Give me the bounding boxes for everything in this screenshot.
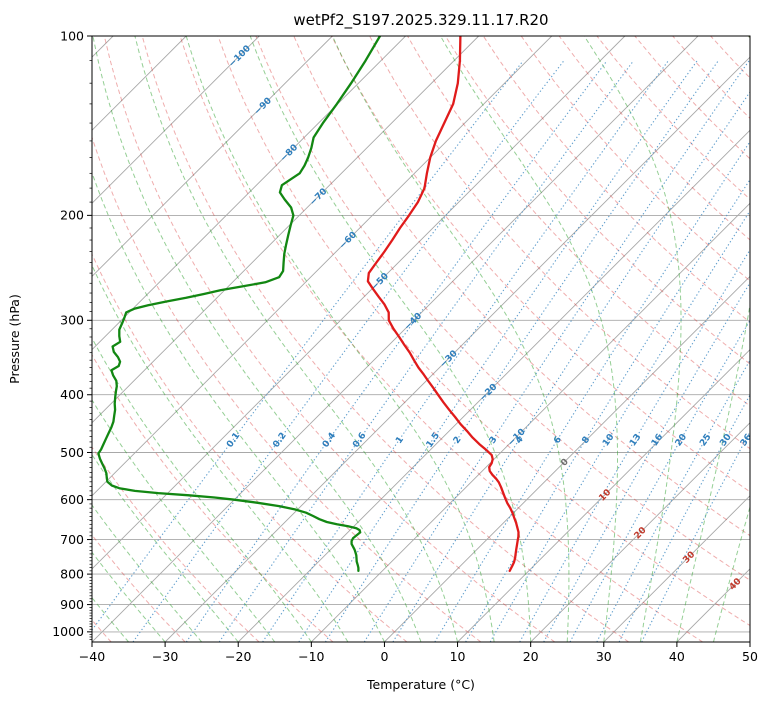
mixing-ratio-label: 0.2: [271, 431, 288, 450]
mixing-ratio-label: 3: [488, 435, 500, 446]
y-tick-label: 800: [60, 566, 84, 581]
x-tick-label: 40: [669, 649, 685, 664]
y-tick-label: 700: [60, 532, 84, 547]
mixing-ratio-label: 0.4: [321, 431, 338, 450]
x-tick-label: −30: [152, 649, 178, 664]
profile-curves: [97, 36, 520, 573]
isotherm-label: 10: [597, 488, 613, 504]
pressure-gridlines: [92, 36, 750, 633]
isotherm-label: 30: [681, 550, 697, 566]
x-tick-label: 20: [523, 649, 539, 664]
temperature-curve: [366, 36, 520, 573]
x-tick-label: −40: [79, 649, 105, 664]
isotherm-label: 0: [559, 457, 571, 469]
x-tick-label: 10: [450, 649, 466, 664]
y-tick-label: 900: [60, 597, 84, 612]
x-tick-label: 50: [742, 649, 758, 664]
mixing-ratio-label: 1: [394, 435, 406, 446]
mixing-ratio-label: 4: [514, 435, 526, 446]
isotherm-label: 40: [728, 577, 744, 593]
isotherm-label: −100: [227, 44, 253, 70]
y-tick-label: 400: [60, 387, 84, 402]
x-axis-label: Temperature (°C): [366, 677, 475, 692]
mixing-ratio-label: 16: [650, 432, 665, 448]
y-tick-label: 600: [60, 492, 84, 507]
mixing-ratio-label: 0.1: [225, 431, 242, 450]
y-tick-label: 1000: [52, 624, 84, 639]
x-tick-label: 0: [380, 649, 388, 664]
mixing-ratio-label: 10: [601, 432, 616, 448]
x-tick-label: −20: [225, 649, 251, 664]
plot-border: [91, 35, 751, 643]
mixing-ratio-lines: [92, 60, 750, 642]
y-tick-label: 500: [60, 445, 84, 460]
chart-title: wetPf2_S197.2025.329.11.17.R20: [293, 11, 548, 30]
mixing-ratio-label: 0.6: [351, 431, 368, 450]
dry-adiabat-lines: [92, 36, 750, 642]
isotherm-label: −30: [438, 349, 459, 370]
mixing-ratio-label: 8: [581, 435, 593, 446]
x-tick-label: −10: [298, 649, 324, 664]
y-tick-label: 300: [60, 313, 84, 328]
x-tick-label: 30: [596, 649, 612, 664]
isotherm-label: −80: [279, 143, 300, 164]
mixing-ratio-label: 36: [739, 432, 754, 448]
plot-area: −100−90−80−70−60−50−40−30−20−10010203040…: [92, 36, 754, 642]
mixing-ratio-label: 13: [628, 432, 643, 448]
isotherm-label: −20: [478, 382, 499, 403]
isotherm-label: 20: [633, 526, 649, 542]
y-tick-label: 200: [60, 208, 84, 223]
y-axis-label: Pressure (hPa): [7, 294, 22, 384]
mixing-ratio-label: 1.5: [425, 431, 442, 450]
isotherm-label: −40: [403, 311, 424, 332]
mixing-ratio-label: 6: [552, 435, 564, 446]
mixing-ratio-label: 2: [452, 435, 464, 446]
y-tick-label: 100: [60, 28, 84, 43]
isotherm-label: −60: [338, 230, 359, 251]
isotherm-label: −90: [253, 96, 274, 117]
mixing-ratio-label: 25: [698, 432, 713, 448]
dewpoint-curve: [97, 36, 382, 573]
